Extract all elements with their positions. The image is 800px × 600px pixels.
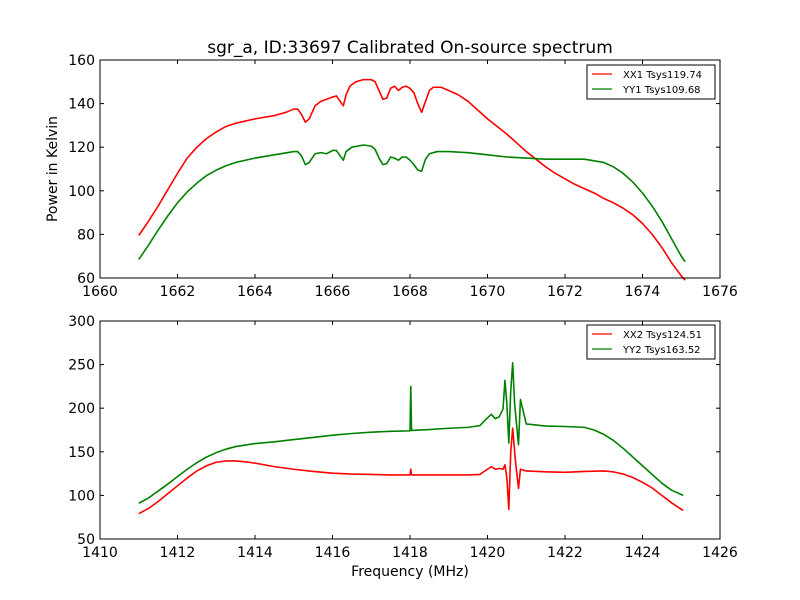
top-x-tick-label: 1662 (160, 284, 196, 300)
top-y-tick-label: 100 (68, 184, 95, 200)
top-spectrum-panel: 1660 1662 1664 1666 1668 1670 1672 1674 1676 60 80… (45, 38, 738, 300)
bottom-x-tick-label: 1412 (160, 545, 196, 561)
bottom-x-tick-label: 1424 (625, 545, 661, 561)
bottom-x-tick-label: 1416 (315, 545, 351, 561)
bottom-y-tick-label: 250 (68, 358, 95, 374)
bottom-tick-layer: 1410 1412 1414 1416 1418 1420 1422 1424 1426 50 10… (68, 314, 738, 561)
bottom-x-tick-label: 1420 (470, 545, 506, 561)
top-x-tick-label: 1670 (470, 284, 506, 300)
bottom-y-tick-label: 100 (68, 488, 95, 504)
bottom-y-tick-label: 150 (68, 445, 95, 461)
bottom-x-tick-label: 1426 (702, 545, 738, 561)
bottom-x-tick-label: 1418 (392, 545, 428, 561)
top-x-tick-label: 1668 (392, 284, 428, 300)
bottom-series-layer (138, 362, 684, 515)
top-series-line-yy1 (138, 144, 686, 263)
top-x-tick-label: 1674 (625, 284, 661, 300)
top-tick-layer: 1660 1662 1664 1666 1668 1670 1672 1674 1676 60 80… (68, 53, 738, 300)
top-y-tick-label: 140 (68, 97, 95, 113)
top-x-tick-label: 1660 (82, 284, 118, 300)
bottom-spectrum-panel: 1410 1412 1414 1416 1418 1420 1422 1424 1426 50 10… (68, 314, 738, 580)
bottom-series-line-yy2 (138, 362, 684, 504)
top-x-tick-label: 1664 (237, 284, 273, 300)
bottom-y-tick-label: 200 (68, 401, 95, 417)
top-legend-box (586, 64, 716, 100)
bottom-x-axis-label: Frequency (MHz) (351, 564, 469, 580)
bottom-y-tick-label: 300 (68, 314, 95, 330)
top-y-tick-label: 80 (77, 227, 95, 243)
top-x-tick-label: 1676 (702, 284, 738, 300)
bottom-legend-box (586, 324, 716, 360)
top-series-layer (138, 78, 686, 281)
top-y-tick-label: 160 (68, 53, 95, 69)
bottom-x-tick-label: 1414 (237, 545, 273, 561)
top-x-tick-label: 1672 (547, 284, 583, 300)
bottom-legend: XX2 Tsys124.51 YY2 Tsys163.52 (586, 324, 716, 360)
bottom-x-tick-label: 1422 (547, 545, 583, 561)
top-y-tick-label: 120 (68, 140, 95, 156)
bottom-legend-label-yy2: YY2 Tsys163.52 (622, 345, 701, 356)
top-series-line-xx1 (138, 78, 686, 281)
top-x-tick-label: 1666 (315, 284, 351, 300)
bottom-series-line-xx2 (138, 427, 684, 515)
bottom-y-tick-label: 50 (77, 532, 95, 548)
top-legend: XX1 Tsys119.74 YY1 Tsys109.68 (586, 64, 716, 100)
top-legend-label-yy1: YY1 Tsys109.68 (622, 85, 701, 96)
top-y-axis-label: Power in Kelvin (45, 116, 61, 222)
top-y-tick-label: 60 (77, 271, 95, 287)
top-chart-title: sgr_a, ID:33697 Calibrated On-source spe… (207, 38, 613, 58)
top-legend-label-xx1: XX1 Tsys119.74 (623, 70, 702, 81)
bottom-legend-label-xx2: XX2 Tsys124.51 (623, 330, 702, 341)
bottom-x-tick-label: 1410 (82, 545, 118, 561)
